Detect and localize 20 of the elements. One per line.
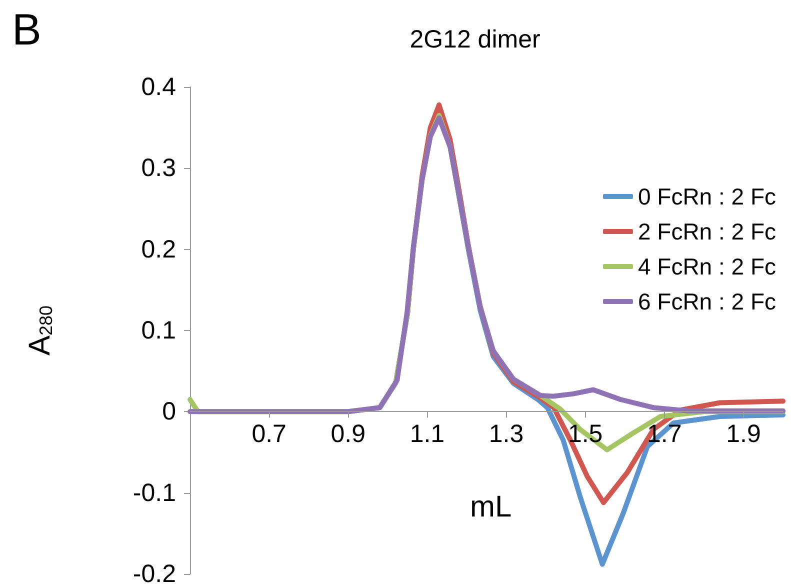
chart-title: 2G12 dimer [410,26,540,54]
x-tick-label: 0.7 [252,420,286,448]
x-axis-title: mL [470,490,512,524]
text: B [12,6,42,54]
x-tick-label: 0.9 [330,420,366,448]
y-tick-label: 0.1 [141,316,176,344]
y-tick-label: -0.2 [132,560,176,588]
y-tick-label: -0.1 [132,478,176,507]
legend-label: 4 FcRn : 2 Fc [638,254,776,280]
y-tick-label: 0.3 [141,154,176,182]
y-axis-title: A280 [24,305,56,356]
legend-label: 2 FcRn : 2 Fc [638,218,776,244]
y-tick-label: 0.4 [141,73,176,101]
legend-label: 6 FcRn : 2 Fc [638,288,776,314]
y-tick-label: 0.2 [141,235,176,264]
y-tick-label: 0 [162,398,176,426]
x-tick-label: 1.3 [488,420,524,448]
x-tick-label: 1.1 [410,420,445,448]
legend-label: 0 FcRn : 2 Fc [638,184,776,210]
x-tick-label: 1.9 [726,420,761,448]
